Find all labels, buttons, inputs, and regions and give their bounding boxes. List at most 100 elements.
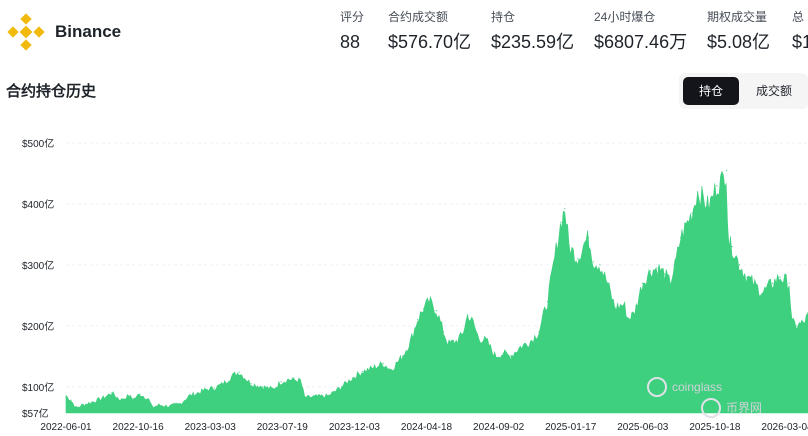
x-tick-label: 2025-06-03: [617, 422, 669, 433]
site-watermark-icon: [701, 398, 721, 418]
data-point: [755, 285, 757, 287]
data-point: [791, 322, 793, 324]
metric-toggle: 持仓 成交额: [679, 73, 808, 109]
data-point: [583, 243, 585, 245]
x-tick-label: 2022-10-16: [113, 422, 165, 433]
stat-value: $576.70亿: [388, 32, 472, 52]
data-point: [362, 371, 364, 373]
x-tick-label: 2026-03-04: [761, 422, 808, 433]
data-point: [133, 398, 135, 400]
data-point: [300, 380, 302, 382]
data-point: [731, 246, 733, 248]
data-point: [560, 221, 562, 223]
y-tick-label: $200亿: [22, 320, 54, 333]
x-tick-label: 2024-04-18: [401, 422, 453, 433]
data-point: [564, 208, 566, 210]
data-point: [390, 369, 392, 371]
stat-label: 总: [792, 10, 805, 24]
data-point: [738, 264, 741, 266]
data-point: [238, 371, 240, 373]
stat-label: 合约成交额: [388, 10, 449, 24]
data-point: [614, 307, 616, 309]
data-point: [168, 405, 171, 407]
data-point: [70, 399, 72, 401]
data-point: [119, 399, 122, 401]
data-point: [91, 401, 93, 403]
data-point: [674, 264, 676, 266]
open-interest-area-chart: coinglass 币界网 $500亿 $400亿 $300亿 $200亿 $100亿 $5…: [22, 137, 808, 433]
binance-logo-icon: [7, 13, 45, 51]
x-tick-label: 2025-10-18: [689, 422, 741, 433]
data-point: [623, 303, 625, 306]
data-point: [568, 246, 570, 248]
toggle-open-interest-button[interactable]: 持仓: [683, 77, 739, 105]
data-point: [139, 393, 141, 395]
data-point: [649, 270, 652, 272]
data-point: [158, 404, 160, 406]
y-tick-label: $100亿: [22, 381, 54, 394]
x-tick-label: 2025-01-17: [545, 422, 597, 433]
logo-outer-diamond: [20, 13, 32, 25]
stat-label: 期权成交量: [707, 10, 768, 24]
data-point: [417, 319, 419, 321]
coinglass-watermark-icon: [647, 377, 667, 397]
data-point: [179, 403, 181, 405]
data-point: [341, 386, 343, 388]
logo-outer-diamond: [7, 26, 19, 38]
data-point: [538, 331, 540, 333]
data-point: [352, 377, 354, 379]
stat-open-interest: 持仓 $235.59亿: [491, 9, 574, 53]
data-point: [577, 258, 579, 260]
y-tick-label: $57亿: [22, 407, 49, 420]
data-point: [664, 273, 666, 275]
data-point: [555, 252, 557, 254]
section-title: 合约持仓历史: [6, 83, 97, 100]
stat-value: $6807.46万: [594, 32, 688, 52]
logo-center-diamond: [19, 25, 33, 39]
data-point: [606, 282, 609, 284]
data-point: [205, 389, 207, 391]
data-point: [502, 352, 504, 354]
header: Binance 评分 88 合约成交额 $576.70亿 持仓 $235.59亿…: [0, 0, 808, 70]
x-tick-label: 2024-09-02: [473, 422, 525, 433]
data-point: [461, 334, 463, 336]
data-point: [280, 381, 282, 383]
data-point: [509, 355, 511, 357]
data-point: [472, 322, 474, 324]
data-point: [316, 395, 318, 398]
y-tick-label: $400亿: [22, 198, 54, 211]
data-point: [231, 375, 233, 377]
stat-label: 评分: [340, 10, 365, 24]
data-point: [771, 282, 774, 284]
logo-outer-diamond: [33, 26, 45, 38]
stat-liquidations-24h: 24小时爆仓 $6807.46万: [594, 9, 687, 53]
stat-value: $5.08亿: [707, 32, 771, 52]
data-point: [81, 404, 83, 406]
brand[interactable]: Binance: [6, 12, 121, 52]
data-point: [428, 300, 431, 303]
data-point: [691, 212, 693, 214]
data-point: [746, 276, 748, 278]
data-point: [147, 398, 150, 400]
stat-value: $235.59亿: [491, 32, 575, 52]
data-point: [762, 291, 764, 293]
data-point: [213, 387, 215, 389]
data-point: [262, 386, 264, 388]
toggle-volume-button[interactable]: 成交额: [755, 84, 792, 98]
data-point: [486, 340, 488, 342]
data-point: [65, 395, 67, 397]
data-point: [657, 267, 659, 269]
stat-value: 88: [340, 32, 361, 52]
data-point: [779, 276, 781, 278]
data-point: [702, 197, 704, 199]
data-point: [708, 206, 710, 208]
data-point: [288, 378, 290, 381]
data-point: [272, 388, 274, 390]
coinglass-watermark: coinglass: [672, 380, 722, 394]
logo-outer-diamond: [20, 39, 32, 51]
data-point: [669, 282, 671, 284]
data-point: [722, 179, 724, 181]
data-point: [530, 340, 532, 342]
data-point: [796, 325, 798, 327]
data-point: [727, 243, 729, 245]
